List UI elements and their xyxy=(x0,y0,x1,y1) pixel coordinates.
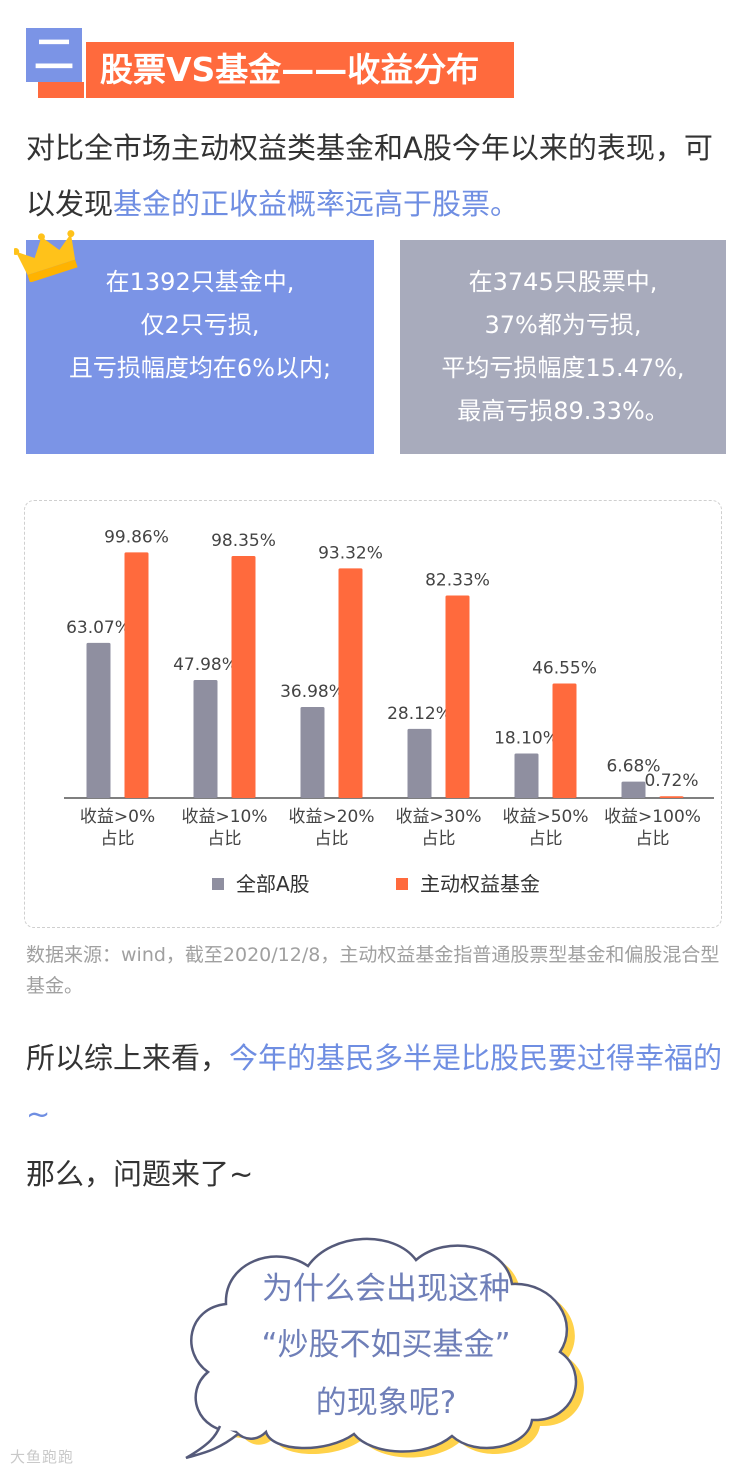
fund-stat-line: 且亏损幅度均在6%以内; xyxy=(68,354,332,382)
header-accent-bar xyxy=(38,82,84,98)
bar-a-share xyxy=(300,707,325,798)
bubble-line: 的现象呢? xyxy=(315,1385,457,1421)
x-tick-label: 收益>100% xyxy=(604,807,701,827)
data-label: 47.98% xyxy=(173,655,238,675)
data-label: 82.33% xyxy=(425,570,490,590)
fund-stat-line: 仅2只亏损, xyxy=(140,311,260,339)
data-label: 93.32% xyxy=(318,543,383,563)
legend-label: 全部A股 xyxy=(236,872,310,896)
source-note: 数据来源：wind，截至2020/12/8，主动权益基金指普通股票型基金和偏股混… xyxy=(26,944,720,997)
intro-text: 对比全市场主动权益类基金和A股今年以来的表现，可以发现 xyxy=(26,131,713,221)
bar-fund xyxy=(659,796,684,798)
legend-label: 主动权益基金 xyxy=(420,872,540,896)
question-intro: 那么，问题来了~ xyxy=(26,1157,254,1191)
bubble-line: “炒股不如买基金” xyxy=(261,1327,511,1363)
x-tick-label: 占比 xyxy=(636,829,670,849)
x-tick-label: 占比 xyxy=(529,829,563,849)
x-tick-label: 占比 xyxy=(422,829,456,849)
intro-paragraph: 对比全市场主动权益类基金和A股今年以来的表现，可以发现基金的正收益概率远高于股票… xyxy=(26,120,730,232)
conclusion-paragraph: 所以综上来看，今年的基民多半是比股民要过得幸福的~ xyxy=(26,1030,730,1142)
data-label: 63.07% xyxy=(66,618,131,638)
data-label: 46.55% xyxy=(532,658,597,678)
bar-a-share xyxy=(621,781,646,798)
x-tick-label: 收益>20% xyxy=(288,807,374,827)
bar-fund xyxy=(124,552,149,798)
data-label: 18.10% xyxy=(494,728,559,748)
data-label: 98.35% xyxy=(211,531,276,551)
thought-bubble-icon xyxy=(185,1237,584,1460)
stock-stat-line: 37%都为亏损, xyxy=(484,311,642,339)
watermark-logo: 大鱼跑跑 xyxy=(10,1448,75,1466)
bar-a-share xyxy=(407,728,432,798)
bubble-line: 为什么会出现这种 xyxy=(262,1271,510,1307)
section-number-badge: 二 xyxy=(26,28,82,82)
x-tick-label: 收益>10% xyxy=(181,807,267,827)
bar-a-share xyxy=(514,753,539,798)
data-label: 99.86% xyxy=(104,527,169,547)
conclusion-text: 所以综上来看， xyxy=(26,1041,230,1075)
stock-stat-line: 在3745只股票中, xyxy=(468,268,658,296)
bar-a-share xyxy=(86,642,111,798)
stock-stat-line: 最高亏损89.33%。 xyxy=(457,397,669,425)
section-title: 股票VS基金——收益分布 xyxy=(86,42,514,98)
legend-swatch xyxy=(396,878,408,890)
x-tick-label: 收益>0% xyxy=(80,807,155,827)
x-tick-label: 收益>50% xyxy=(502,807,588,827)
data-label: 36.98% xyxy=(280,682,345,702)
stock-stat-line: 平均亏损幅度15.47%, xyxy=(441,354,685,382)
data-label: 6.68% xyxy=(606,757,660,777)
conclusion-highlight: 今年的基民多半是比股民要过得幸福的~ xyxy=(26,1041,723,1131)
fund-stat-line: 在1392只基金中, xyxy=(105,268,295,296)
data-label: 28.12% xyxy=(387,704,452,724)
x-tick-label: 占比 xyxy=(101,829,135,849)
bar-fund xyxy=(552,683,577,798)
bar-a-share xyxy=(193,679,218,798)
data-label: 0.72% xyxy=(644,771,698,791)
bar-fund xyxy=(445,595,470,798)
legend-swatch xyxy=(212,878,224,890)
crown-icon xyxy=(14,230,78,282)
x-tick-label: 占比 xyxy=(208,829,242,849)
bar-fund xyxy=(338,568,363,798)
bar-chart: 63.07%99.86%收益>0%占比47.98%98.35%收益>10%占比3… xyxy=(64,527,714,896)
x-tick-label: 占比 xyxy=(315,829,349,849)
intro-highlight: 基金的正收益概率远高于股票。 xyxy=(113,187,520,221)
chart-frame xyxy=(24,500,722,928)
bar-fund xyxy=(231,556,256,798)
x-tick-label: 收益>30% xyxy=(395,807,481,827)
fund-stat-box: 在1392只基金中, 仅2只亏损, 且亏损幅度均在6%以内; xyxy=(26,240,374,454)
stock-stat-box: 在3745只股票中, 37%都为亏损, 平均亏损幅度15.47%, 最高亏损89… xyxy=(400,240,726,454)
